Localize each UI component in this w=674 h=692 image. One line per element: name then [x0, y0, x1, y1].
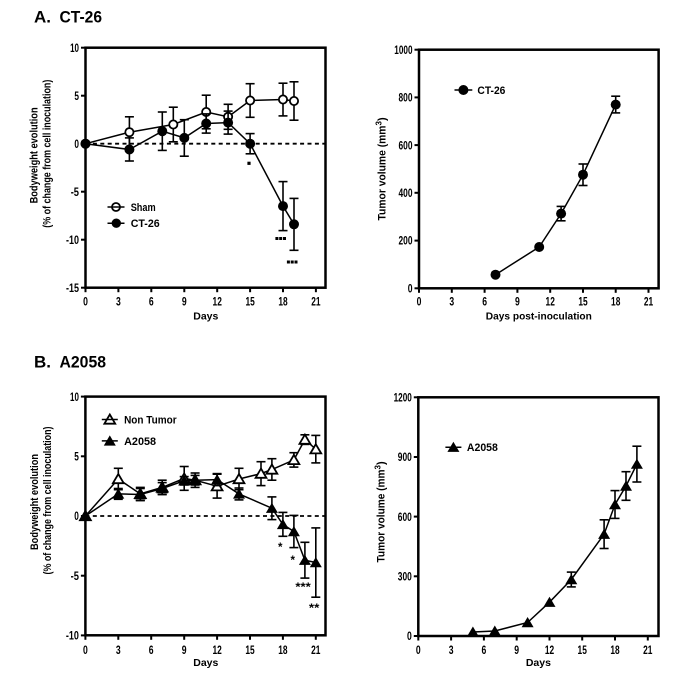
svg-text:9: 9	[182, 297, 187, 309]
svg-text:A2058: A2058	[467, 442, 498, 454]
svg-text:9: 9	[515, 297, 520, 309]
svg-text:**: **	[309, 603, 320, 615]
svg-text:21: 21	[644, 297, 654, 309]
svg-text:0: 0	[407, 631, 412, 643]
svg-text:Days: Days	[193, 311, 218, 323]
svg-text:9: 9	[182, 645, 187, 657]
svg-text:***: ***	[295, 582, 311, 594]
svg-text:900: 900	[398, 452, 412, 464]
svg-text:21: 21	[311, 645, 321, 657]
svg-text:6: 6	[482, 297, 487, 309]
svg-text:400: 400	[399, 188, 413, 200]
svg-text:0: 0	[74, 511, 79, 523]
svg-text:(% of change from cell inocula: (% of change from cell inoculation)	[42, 79, 54, 227]
svg-text:-5: -5	[71, 571, 80, 583]
svg-text:-10: -10	[66, 631, 79, 643]
svg-text:Days: Days	[526, 657, 551, 669]
svg-text:0: 0	[416, 645, 421, 657]
svg-text:10: 10	[70, 392, 79, 404]
svg-text:21: 21	[643, 645, 653, 657]
svg-text:15: 15	[245, 297, 255, 309]
svg-text:A.: A.	[34, 7, 51, 26]
svg-text:CT-26: CT-26	[131, 218, 160, 230]
svg-text:1000: 1000	[394, 45, 412, 57]
svg-text:3: 3	[449, 297, 454, 309]
svg-text:5: 5	[74, 452, 79, 464]
svg-text:-5: -5	[71, 187, 80, 199]
svg-text:0: 0	[74, 139, 79, 151]
svg-text:200: 200	[399, 236, 413, 248]
svg-text:6: 6	[149, 645, 154, 657]
svg-text:Non Tumor: Non Tumor	[124, 415, 177, 427]
svg-text:Days post-inoculation: Days post-inoculation	[486, 311, 592, 323]
svg-text:300: 300	[398, 572, 412, 584]
svg-text:Days: Days	[193, 657, 218, 669]
svg-text:3: 3	[116, 297, 121, 309]
svg-text:18: 18	[278, 297, 288, 309]
svg-text:600: 600	[399, 140, 413, 152]
svg-text:21: 21	[311, 297, 321, 309]
svg-text:10: 10	[70, 43, 79, 55]
svg-text:CT-26: CT-26	[60, 7, 103, 26]
svg-text:1200: 1200	[394, 392, 412, 404]
svg-text:12: 12	[546, 297, 555, 309]
svg-text:Sham: Sham	[131, 202, 156, 214]
svg-text:15: 15	[578, 297, 588, 309]
svg-text:-15: -15	[66, 283, 79, 295]
svg-text:A2058: A2058	[124, 436, 156, 448]
svg-text:6: 6	[482, 645, 487, 657]
svg-text:*: *	[278, 542, 283, 554]
svg-text:15: 15	[245, 645, 255, 657]
svg-text:*: *	[290, 555, 295, 567]
svg-text:18: 18	[611, 297, 621, 309]
svg-text:CT-26: CT-26	[477, 85, 505, 97]
svg-text:(% of change from cell inocula: (% of change from cell inoculation)	[42, 426, 54, 574]
svg-text:12: 12	[213, 297, 222, 309]
svg-text:3: 3	[116, 645, 121, 657]
svg-text:0: 0	[83, 645, 88, 657]
svg-text:0: 0	[417, 297, 422, 309]
svg-text:18: 18	[278, 645, 288, 657]
svg-text:12: 12	[212, 645, 221, 657]
svg-text:Tumor volume (mm3): Tumor volume (mm3)	[375, 117, 389, 220]
svg-text:0: 0	[83, 297, 88, 309]
svg-text:3: 3	[449, 645, 454, 657]
svg-text:0: 0	[408, 283, 413, 295]
svg-text:B.: B.	[34, 352, 51, 371]
svg-text:18: 18	[610, 645, 620, 657]
svg-text:5: 5	[74, 91, 79, 103]
svg-text:Bodyweight evolution: Bodyweight evolution	[29, 107, 41, 203]
svg-text:800: 800	[399, 93, 413, 105]
svg-text:-10: -10	[66, 235, 79, 247]
svg-text:15: 15	[578, 645, 588, 657]
svg-text:6: 6	[149, 297, 154, 309]
svg-text:12: 12	[545, 645, 554, 657]
svg-text:9: 9	[514, 645, 519, 657]
svg-text:600: 600	[398, 512, 412, 524]
svg-text:Bodyweight evolution: Bodyweight evolution	[29, 454, 41, 550]
svg-text:A2058: A2058	[60, 352, 107, 371]
svg-text:Tumor volume (mm3): Tumor volume (mm3)	[374, 461, 388, 562]
